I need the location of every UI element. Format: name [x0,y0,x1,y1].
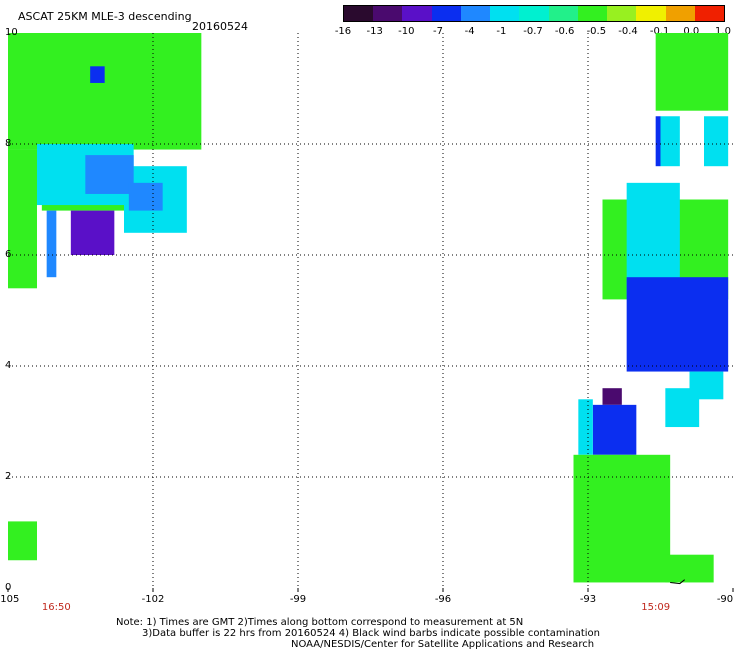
colorbar-swatch [694,6,725,21]
colorbar-tick-label: -1 [496,26,507,37]
wind-cell-west-green-left [8,149,37,289]
note-line-2: 3)Data buffer is 22 hrs from 20160524 4)… [142,628,600,639]
colorbar-swatch [431,6,461,21]
wind-cell-west-blue-dot [90,66,105,83]
note-line-3: NOAA/NESDIS/Center for Satellite Applica… [291,639,595,650]
colorbar-tick-label: -10 [398,26,415,37]
x-tick-label: -93 [579,594,597,605]
colorbar-tick-label: -0.6 [554,26,575,37]
colorbar-tick-label: -7 [433,26,443,37]
colorbar-swatch [490,6,520,21]
colorbar-tick-label: -4 [464,26,475,37]
colorbar-swatch [636,6,666,21]
wind-cell-west-light-blue-2 [128,182,163,211]
time-label: 16:50 [41,602,71,613]
wind-cell-west-light-blue [85,155,134,194]
wind-cell-east-cyan-col [660,116,680,167]
colorbar-swatch [607,6,637,21]
time-label: 15:09 [641,602,671,613]
colorbar-swatch [373,6,403,21]
wind-cell-east-green-low [573,454,671,583]
note-line-1: Note: 1) Times are GMT 2)Times along bot… [116,617,524,628]
colorbar-tick-label: -16 [334,26,352,37]
x-tick-label: -90 [716,594,734,605]
y-tick-label: 4 [5,360,12,371]
wind-cell-west-blue [46,210,57,278]
wind-cell-west-green-top [8,33,202,150]
colorbar-swatch [577,6,608,21]
wind-cell-west-green-bottom [8,521,37,561]
x-tick-label: -96 [434,594,452,605]
wind-cell-east-blue-mass [626,277,729,372]
colorbar-swatch [519,6,549,21]
y-tick-label: 8 [5,138,12,149]
colorbar-tick-label: -0.7 [523,26,543,37]
colorbar-tick-label: -13 [366,26,383,37]
colorbar-swatch [402,6,432,21]
y-tick-label: 10 [5,27,18,38]
coastline [670,579,685,585]
wind-cell-east-purple-top [602,388,622,405]
chart-date: 20160524 [192,20,248,33]
colorbar-swatch [548,6,578,21]
wind-cell-east-cyan-small [704,116,729,167]
colorbar-tick-label: 1.0 [715,26,731,37]
y-tick-label: 6 [5,249,12,260]
colorbar-swatch [460,6,491,21]
colorbar-tick-label: -0.5 [586,26,607,37]
colorbar [343,5,725,22]
colorbar-tick-label: -0.4 [618,26,638,37]
wind-cell-east-green-bottom-right [665,554,714,583]
wind-cell-west-indigo [70,210,115,255]
x-tick-label: -102 [141,594,165,605]
wind-cell-east-cyan-right-2 [665,388,700,428]
wind-cell-east-green-top [655,33,729,111]
colorbar-swatch [344,6,374,21]
y-tick-label: 2 [5,471,12,482]
x-tick-label: -105 [0,594,20,605]
chart-title: ASCAT 25KM MLE-3 descending [18,10,192,23]
wind-cell-east-blue-low [592,404,637,455]
y-tick-label: 0 [5,582,12,593]
x-tick-label: -99 [289,594,307,605]
colorbar-swatch [665,6,695,21]
wind-cell-east-blue-strip [655,116,661,167]
wind-cell-east-cyan-low [578,399,593,455]
colorbar-tick-label: -0.1 [649,26,670,37]
colorbar-tick-label: 0.0 [683,26,700,37]
